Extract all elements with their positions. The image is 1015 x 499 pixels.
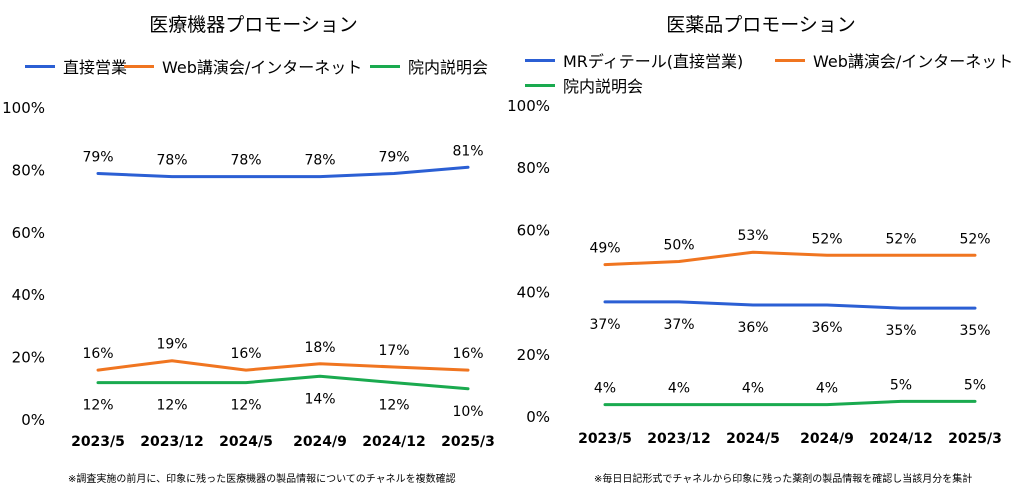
legend-swatch	[525, 84, 555, 87]
data-label: 4%	[668, 381, 690, 397]
legend-swatch	[25, 65, 55, 68]
legend-item: 院内説明会	[525, 77, 643, 97]
footnote: ※調査実施の前月に、印象に残った医療機器の製品情報についてのチャネルを複数確認	[68, 474, 456, 485]
data-label: 5%	[890, 377, 912, 393]
series-line	[96, 165, 470, 179]
data-label: 37%	[663, 317, 694, 333]
chart-panel-medical-devices: 医療機器プロモーション 直接営業 Web講演会/インターネット 院内説明会 0%…	[0, 0, 507, 499]
legend-item: Web講演会/インターネット	[775, 52, 1013, 72]
data-label: 79%	[82, 150, 113, 166]
series-line	[603, 300, 977, 310]
legend-item: Web講演会/インターネット	[124, 58, 362, 78]
x-tick-label: 2024/12	[869, 431, 933, 447]
data-label: 49%	[589, 241, 620, 257]
line-chart-svg: 0% 20% 40% 60% 80% 100% 2023/5 2023/12 2024/5 202…	[507, 97, 1002, 447]
data-label: 52%	[811, 231, 842, 247]
legend-swatch	[525, 59, 555, 62]
series-line	[96, 359, 470, 372]
legend-item: 直接営業	[25, 58, 127, 78]
data-label: 35%	[959, 323, 990, 339]
data-label: 12%	[378, 398, 409, 414]
x-tick-label: 2025/3	[948, 431, 1002, 447]
y-tick-label: 40%	[12, 286, 45, 304]
data-label: 16%	[230, 346, 261, 362]
x-tick-label: 2023/5	[71, 434, 125, 450]
y-tick-label: 40%	[517, 284, 550, 302]
data-label: 17%	[378, 343, 409, 359]
legend-label: 院内説明会	[563, 77, 644, 96]
data-label: 4%	[742, 381, 764, 397]
data-label: 4%	[594, 381, 616, 397]
data-label: 81%	[452, 143, 483, 159]
line-chart-svg: 0% 20% 40% 60% 80% 100% 2023/5 2023/12 2024/5 202…	[2, 99, 495, 450]
x-tick-label: 2023/5	[578, 431, 632, 447]
y-tick-label: 60%	[12, 224, 45, 242]
data-label: 16%	[452, 346, 483, 362]
legend-item: 院内説明会	[370, 58, 488, 78]
data-label: 19%	[156, 337, 187, 353]
y-tick-label: 80%	[517, 159, 550, 177]
chart-panel-pharmaceuticals: 医薬品プロモーション MRディテール(直接営業) Web講演会/インターネット …	[507, 0, 1015, 499]
data-label: 12%	[156, 398, 187, 414]
data-label: 50%	[663, 238, 694, 254]
data-label: 37%	[589, 317, 620, 333]
data-label: 53%	[737, 228, 768, 244]
data-label: 52%	[885, 231, 916, 247]
data-label: 12%	[230, 398, 261, 414]
legend-label: 直接営業	[63, 58, 128, 77]
x-tick-label: 2024/5	[219, 434, 273, 450]
data-label: 4%	[816, 381, 838, 397]
legend-label: 院内説明会	[408, 58, 489, 77]
series-line	[96, 374, 470, 391]
data-label: 16%	[82, 346, 113, 362]
legend-swatch	[370, 65, 400, 68]
data-label: 18%	[304, 340, 335, 356]
data-label: 12%	[82, 398, 113, 414]
data-label: 79%	[378, 150, 409, 166]
x-tick-label: 2024/12	[362, 434, 426, 450]
data-label: 14%	[304, 391, 335, 407]
y-tick-label: 60%	[517, 221, 550, 239]
data-label: 78%	[304, 153, 335, 169]
legend-swatch	[775, 59, 805, 62]
y-tick-label: 20%	[12, 349, 45, 367]
y-tick-label: 100%	[507, 97, 550, 115]
data-label: 36%	[737, 320, 768, 336]
legend-label: MRディテール(直接営業)	[563, 52, 744, 71]
data-label: 52%	[959, 231, 990, 247]
series-line	[603, 250, 977, 267]
footnote: ※毎日日記形式でチャネルから印象に残った薬剤の製品情報を確認し当該月分を集計	[594, 474, 973, 485]
chart-title: 医薬品プロモーション	[666, 14, 856, 36]
y-tick-label: 100%	[2, 99, 45, 117]
x-tick-label: 2024/9	[800, 431, 854, 447]
legend-label: Web講演会/インターネット	[813, 52, 1014, 71]
x-tick-label: 2025/3	[441, 434, 495, 450]
x-tick-label: 2023/12	[647, 431, 711, 447]
y-tick-label: 0%	[526, 408, 550, 426]
data-label: 5%	[964, 377, 986, 393]
series-line	[603, 399, 977, 407]
data-label: 78%	[230, 153, 261, 169]
data-label: 78%	[156, 153, 187, 169]
chart-title: 医療機器プロモーション	[149, 14, 358, 36]
x-tick-label: 2024/9	[293, 434, 347, 450]
x-tick-label: 2024/5	[726, 431, 780, 447]
data-label: 35%	[885, 323, 916, 339]
data-label: 36%	[811, 320, 842, 336]
legend-swatch	[124, 65, 154, 68]
legend-label: Web講演会/インターネット	[162, 58, 363, 77]
x-tick-label: 2023/12	[140, 434, 204, 450]
legend-item: MRディテール(直接営業)	[525, 52, 743, 72]
y-tick-label: 80%	[12, 161, 45, 179]
y-tick-label: 0%	[21, 411, 45, 429]
y-tick-label: 20%	[517, 346, 550, 364]
data-label: 10%	[452, 404, 483, 420]
